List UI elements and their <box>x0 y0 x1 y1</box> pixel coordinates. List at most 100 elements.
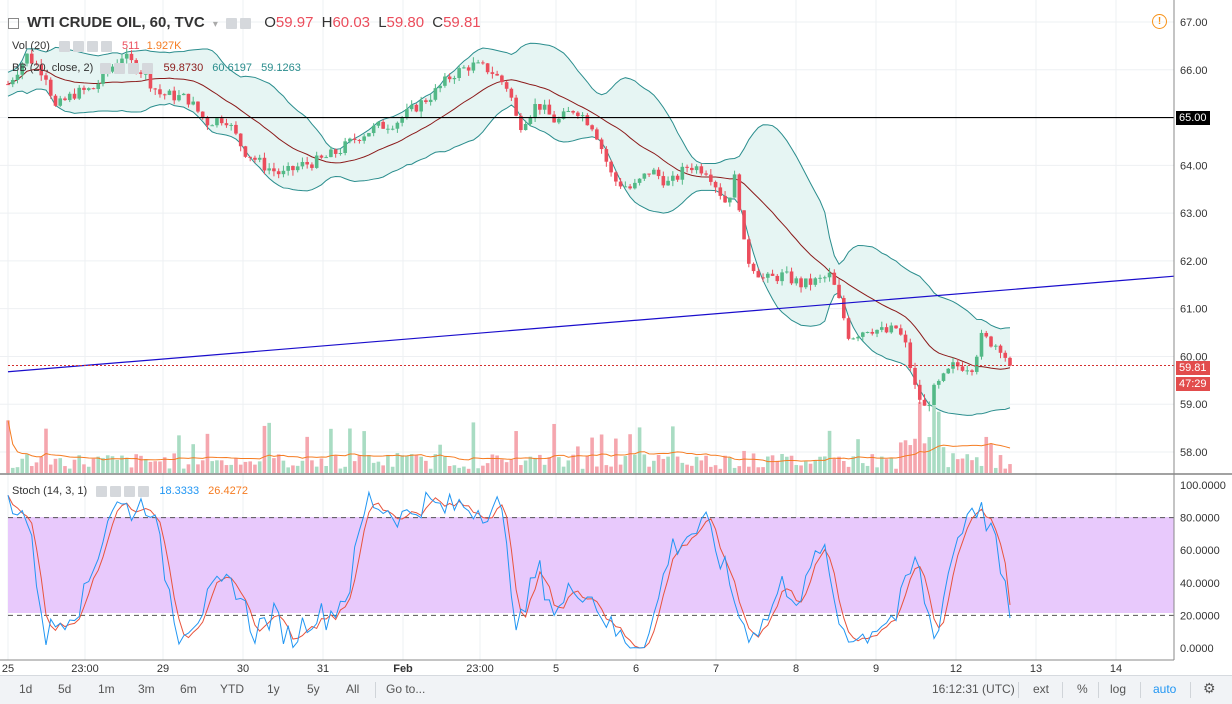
bb-label[interactable]: BB (20, close, 2) <box>12 62 94 74</box>
volume-bar <box>428 468 433 473</box>
more-icon[interactable] <box>86 40 98 52</box>
bb-mid-value: 59.8730 <box>163 62 204 74</box>
volume-bar <box>129 467 134 473</box>
candle-body <box>808 278 813 285</box>
trendline[interactable] <box>7 275 1175 373</box>
gear-icon[interactable] <box>72 40 84 52</box>
candle-body <box>490 72 495 74</box>
volume-bar <box>362 431 366 473</box>
candle-body <box>979 332 984 357</box>
gear-icon[interactable]: ⚙ <box>1203 680 1216 696</box>
volume-bar <box>338 468 343 473</box>
candle-body <box>894 325 898 329</box>
price-axis: 67.0066.0065.0064.0063.0062.0061.0060.00… <box>1180 17 1208 459</box>
volume-bar <box>618 464 623 473</box>
volume-bar <box>637 427 642 473</box>
close-icon[interactable] <box>138 485 150 497</box>
candle-body <box>879 327 884 330</box>
eye-icon[interactable] <box>100 62 112 74</box>
candle-body <box>870 331 875 334</box>
gear-icon[interactable] <box>114 62 126 74</box>
candle-body <box>124 53 129 59</box>
candle-body <box>153 88 158 90</box>
candle-body <box>841 298 846 319</box>
collapse-icon[interactable] <box>8 17 19 29</box>
alert-icon[interactable]: ! <box>1152 14 1167 29</box>
clock-display[interactable]: 16:12:31 (UTC) <box>932 682 1015 696</box>
volume-bar <box>86 466 91 473</box>
volume-bar <box>272 458 276 473</box>
log-toggle[interactable]: log <box>1110 682 1127 696</box>
close-icon[interactable] <box>142 62 154 74</box>
volume-bar <box>647 466 651 473</box>
percent-toggle[interactable]: % <box>1077 682 1088 696</box>
candle-body <box>908 342 913 368</box>
candle-body <box>690 167 694 171</box>
candle-body <box>352 138 357 141</box>
volume-bar <box>253 464 257 473</box>
chevron-down-icon[interactable]: ▾ <box>212 19 218 30</box>
low-label: L <box>378 14 387 31</box>
candle-body <box>162 94 167 96</box>
volume-bar <box>723 455 727 473</box>
volume-bar <box>841 461 846 473</box>
range-1d[interactable]: 1d <box>19 682 33 696</box>
candle-body <box>595 129 599 140</box>
volume-bar <box>851 456 856 473</box>
more-icon[interactable] <box>128 62 140 74</box>
gear-icon[interactable] <box>110 485 122 497</box>
candle-body <box>585 115 590 126</box>
range-5d[interactable]: 5d <box>58 682 72 696</box>
candle-body <box>723 195 727 203</box>
volume-bar <box>528 456 533 473</box>
candle-body <box>77 87 82 99</box>
range-6m[interactable]: 6m <box>180 682 197 696</box>
auto-toggle[interactable]: auto <box>1153 682 1177 696</box>
volume-bar <box>400 455 404 473</box>
candle-body <box>780 272 784 282</box>
range-ytd[interactable]: YTD <box>220 682 244 696</box>
volume-label[interactable]: Vol (20) <box>12 40 50 52</box>
volume-bar <box>490 454 495 473</box>
price-tick-label: 60.00 <box>1180 351 1208 363</box>
volume-bar <box>547 457 552 473</box>
candle-body <box>129 53 134 61</box>
price-tick-label: 66.00 <box>1180 65 1208 77</box>
close-icon[interactable] <box>100 40 112 52</box>
eye-icon[interactable] <box>96 485 108 497</box>
range-1m[interactable]: 1m <box>98 682 115 696</box>
candle-body <box>405 109 409 118</box>
candle-body <box>314 155 319 168</box>
chart-canvas[interactable]: 67.0066.0065.0064.0063.0062.0061.0060.00… <box>0 0 1232 675</box>
volume-bar <box>162 457 167 473</box>
candle-body <box>856 336 860 339</box>
range-3m[interactable]: 3m <box>138 682 155 696</box>
gear-icon[interactable] <box>240 17 252 29</box>
candle-body <box>48 79 53 96</box>
range-5y[interactable]: 5y <box>307 682 320 696</box>
range-1y[interactable]: 1y <box>267 682 280 696</box>
goto-button[interactable]: Go to... <box>386 682 426 696</box>
volume-bar <box>955 459 960 473</box>
volume-ma-line <box>7 420 1011 463</box>
candle-body <box>20 63 25 75</box>
ext-toggle[interactable]: ext <box>1033 682 1050 696</box>
symbol-title[interactable]: WTI CRUDE OIL, 60, TVC <box>27 14 205 31</box>
candle-body <box>219 118 224 124</box>
candle-body <box>846 318 851 339</box>
candle-body <box>481 62 485 64</box>
eye-icon[interactable] <box>58 40 70 52</box>
candle-body <box>860 332 865 337</box>
more-icon[interactable] <box>124 485 136 497</box>
candle-body <box>158 89 162 95</box>
volume-bar <box>457 467 461 473</box>
range-all[interactable]: All <box>346 682 360 696</box>
settings-icon[interactable] <box>226 17 238 29</box>
candle-body <box>200 111 205 118</box>
candle-body <box>414 104 419 112</box>
volume-bar <box>718 468 723 473</box>
volume-bar <box>196 464 200 473</box>
stoch-label[interactable]: Stoch (14, 3, 1) <box>12 485 88 497</box>
candle-body <box>514 97 518 116</box>
volume-bar <box>566 460 571 473</box>
